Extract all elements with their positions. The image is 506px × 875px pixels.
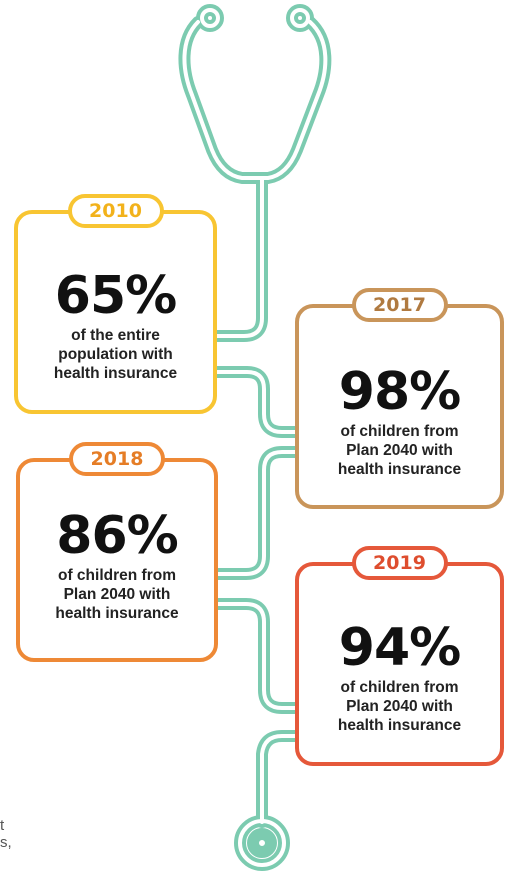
stat-description: of children from Plan 2040 with health i… xyxy=(55,567,179,622)
stat-description: of children from Plan 2040 with health i… xyxy=(337,679,462,734)
cropped-edge-text: t s, xyxy=(0,817,12,851)
year-badge: 2018 xyxy=(69,442,165,476)
stat-card-2019: 2019 94% of children from Plan 2040 with… xyxy=(295,546,504,766)
year-badge: 2017 xyxy=(351,288,448,322)
year-badge: 2010 xyxy=(67,194,164,228)
stat-percent: 94% xyxy=(338,618,461,678)
tube-path xyxy=(211,172,304,828)
chest-piece-center xyxy=(247,828,277,858)
year-badge: 2019 xyxy=(351,546,448,580)
stat-percent: 65% xyxy=(54,266,177,326)
stat-percent: 98% xyxy=(338,362,461,422)
tube-inner-line xyxy=(182,8,328,867)
edge-text-line-1: t xyxy=(0,817,5,834)
stat-description: of children from Plan 2040 with health i… xyxy=(337,423,462,478)
stat-card-2010: 2010 65% of the entire population with h… xyxy=(14,194,217,414)
edge-text-line-2: s, xyxy=(0,834,12,851)
stat-card-2017: 2017 98% of children from Plan 2040 with… xyxy=(295,288,504,509)
stat-description: of the entire population with health ins… xyxy=(53,327,178,382)
stat-percent: 86% xyxy=(56,506,178,566)
binaural-left xyxy=(178,16,268,184)
stat-card-2018: 2018 86% of children from Plan 2040 with… xyxy=(16,442,218,662)
